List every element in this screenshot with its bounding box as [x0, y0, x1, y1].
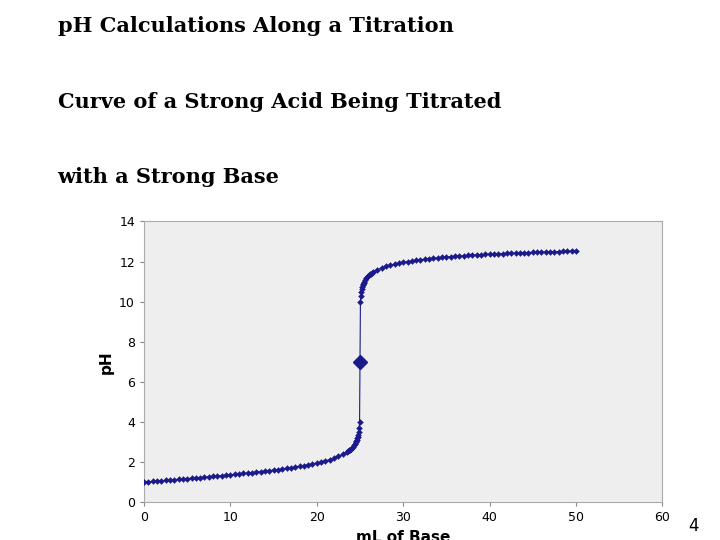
Y-axis label: pH: pH — [99, 350, 114, 374]
Text: 4: 4 — [688, 517, 698, 535]
Text: with a Strong Base: with a Strong Base — [58, 167, 279, 187]
X-axis label: mL of Base: mL of Base — [356, 530, 451, 540]
Text: pH Calculations Along a Titration: pH Calculations Along a Titration — [58, 16, 454, 36]
Text: Curve of a Strong Acid Being Titrated: Curve of a Strong Acid Being Titrated — [58, 92, 501, 112]
